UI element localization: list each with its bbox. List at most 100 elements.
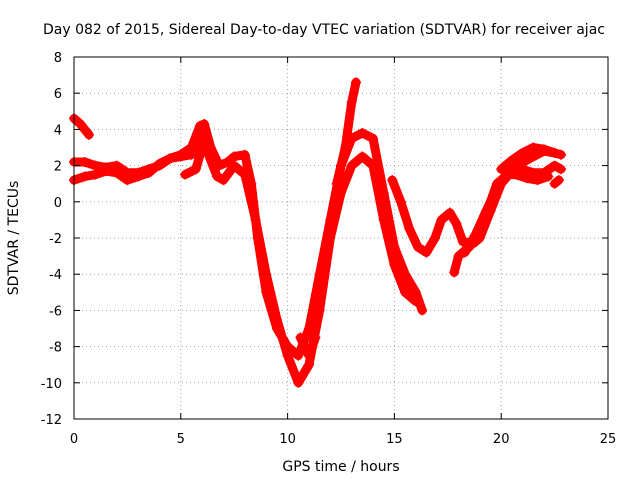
data-point-marker bbox=[451, 218, 462, 229]
y-tick-label: -10 bbox=[41, 377, 62, 392]
data-point-marker bbox=[543, 171, 554, 182]
data-point-marker bbox=[83, 129, 94, 140]
x-tick-label: 10 bbox=[279, 432, 296, 447]
data-point-marker bbox=[331, 178, 342, 189]
data-point-marker bbox=[489, 187, 500, 198]
data-point-marker bbox=[481, 205, 492, 216]
data-point-marker bbox=[154, 158, 165, 169]
data-point-marker bbox=[239, 169, 250, 180]
data-point-marker bbox=[293, 377, 304, 388]
data-point-marker bbox=[417, 305, 428, 316]
data-point-marker bbox=[90, 169, 101, 180]
data-point-marker bbox=[532, 175, 543, 186]
data-point-marker bbox=[517, 147, 528, 158]
grid-lines bbox=[74, 57, 608, 419]
data-point-marker bbox=[496, 164, 507, 175]
series-track-c bbox=[69, 133, 421, 388]
data-point-marker bbox=[449, 267, 460, 278]
data-series bbox=[69, 77, 567, 388]
data-point-marker bbox=[79, 156, 90, 167]
data-point-marker bbox=[250, 214, 261, 225]
x-tick-labels: 0 5 10 15 20 25 bbox=[70, 432, 616, 447]
data-point-marker bbox=[400, 287, 411, 298]
y-tick-label: 0 bbox=[54, 196, 62, 211]
data-point-marker bbox=[303, 350, 314, 361]
x-tick-label: 15 bbox=[386, 432, 403, 447]
data-point-marker bbox=[336, 187, 346, 198]
data-point-marker bbox=[357, 128, 368, 139]
y-tick-label: 4 bbox=[54, 123, 62, 138]
data-point-marker bbox=[203, 149, 214, 160]
data-point-marker bbox=[553, 175, 564, 186]
data-point-marker bbox=[528, 151, 539, 162]
y-tick-label: -12 bbox=[41, 413, 62, 428]
data-point-marker bbox=[506, 155, 517, 166]
data-point-marker bbox=[528, 142, 539, 153]
x-tick-label: 25 bbox=[600, 432, 617, 447]
axis-ticks bbox=[73, 56, 609, 420]
data-point-marker bbox=[295, 332, 306, 343]
data-point-marker bbox=[549, 160, 560, 171]
data-point-marker bbox=[197, 133, 208, 144]
data-point-marker bbox=[521, 155, 532, 166]
data-point-marker bbox=[395, 196, 406, 207]
data-point-marker bbox=[133, 171, 144, 182]
chart-title: Day 082 of 2015, Sidereal Day-to-day VTE… bbox=[43, 22, 605, 38]
data-point-marker bbox=[340, 142, 351, 153]
data-point-marker bbox=[453, 251, 464, 262]
data-point-marker bbox=[229, 160, 240, 171]
data-point-marker bbox=[186, 149, 197, 160]
data-point-marker bbox=[90, 160, 101, 171]
data-point-marker bbox=[282, 350, 293, 361]
data-point-marker bbox=[368, 160, 379, 171]
data-point-marker bbox=[521, 173, 532, 184]
data-point-marker bbox=[75, 118, 86, 129]
data-point-marker bbox=[549, 147, 560, 158]
y-axis-title: SDTVAR / TECUs bbox=[6, 181, 22, 296]
data-point-marker bbox=[538, 144, 549, 155]
data-point-marker bbox=[261, 269, 272, 280]
data-point-marker bbox=[314, 305, 325, 316]
y-tick-label: 6 bbox=[54, 87, 62, 102]
data-point-marker bbox=[436, 214, 447, 225]
data-point-marker bbox=[500, 171, 511, 182]
data-point-marker bbox=[368, 133, 379, 144]
data-point-marker bbox=[404, 223, 415, 234]
data-point-marker bbox=[357, 151, 368, 162]
data-point-marker bbox=[111, 167, 122, 178]
data-point-marker bbox=[389, 260, 400, 271]
data-point-marker bbox=[346, 160, 357, 171]
y-tick-label: -4 bbox=[49, 268, 62, 283]
data-point-marker bbox=[325, 233, 336, 243]
data-point-marker bbox=[459, 247, 470, 258]
data-point-marker bbox=[350, 77, 361, 88]
series-track-a bbox=[69, 114, 94, 140]
x-tick-label: 5 bbox=[177, 432, 185, 447]
x-axis-title: GPS time / hours bbox=[282, 459, 399, 475]
data-point-marker bbox=[229, 151, 240, 162]
data-point-marker bbox=[79, 171, 90, 182]
x-tick-label: 20 bbox=[493, 432, 510, 447]
data-point-marker bbox=[143, 167, 154, 178]
data-point-marker bbox=[429, 233, 440, 243]
data-point-marker bbox=[444, 207, 455, 218]
y-tick-label: -8 bbox=[49, 341, 62, 356]
data-point-marker bbox=[101, 166, 112, 177]
data-point-marker bbox=[180, 169, 191, 180]
y-tick-label: 2 bbox=[54, 160, 62, 175]
y-tick-label: -6 bbox=[49, 304, 62, 319]
data-point-marker bbox=[378, 214, 389, 225]
data-point-marker bbox=[412, 242, 423, 253]
data-point-marker bbox=[239, 149, 250, 160]
data-point-marker bbox=[212, 171, 223, 182]
data-point-marker bbox=[303, 359, 314, 370]
data-point-marker bbox=[556, 164, 567, 175]
y-tick-label: 8 bbox=[54, 51, 62, 66]
data-point-marker bbox=[310, 332, 321, 343]
data-point-marker bbox=[346, 97, 357, 108]
data-point-marker bbox=[195, 120, 206, 131]
data-point-marker bbox=[457, 236, 468, 247]
y-tick-labels: -12 -10 -8 -6 -4 -2 0 2 4 6 8 bbox=[41, 51, 62, 428]
data-point-marker bbox=[190, 164, 201, 175]
